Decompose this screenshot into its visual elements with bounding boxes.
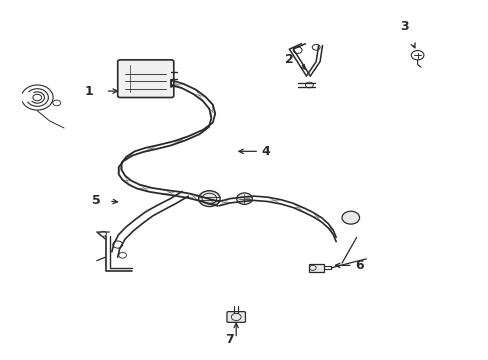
Text: 4: 4: [261, 145, 270, 158]
Circle shape: [236, 193, 252, 204]
Text: 7: 7: [225, 333, 234, 346]
Text: 1: 1: [84, 85, 93, 98]
Bar: [309, 264, 324, 272]
Circle shape: [198, 191, 220, 207]
Text: 5: 5: [92, 194, 101, 207]
Text: 6: 6: [355, 259, 364, 272]
Text: 3: 3: [399, 20, 408, 33]
Text: 2: 2: [284, 53, 293, 66]
FancyBboxPatch shape: [226, 312, 245, 322]
Circle shape: [341, 211, 359, 224]
FancyBboxPatch shape: [118, 60, 173, 98]
